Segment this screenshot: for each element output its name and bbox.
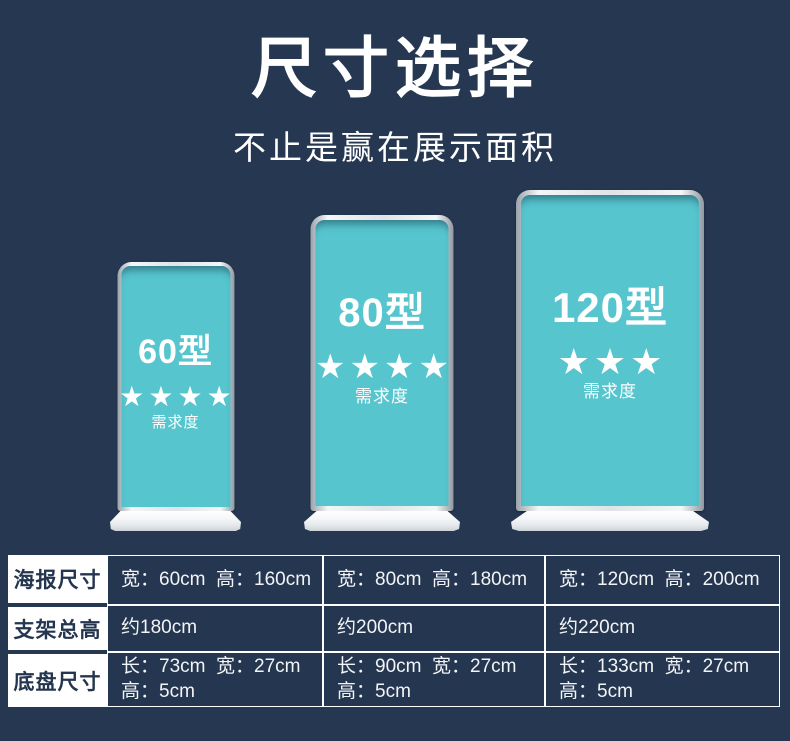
spec-cell-base-size-120: 长：133cm 宽：27cm 高：5cm bbox=[545, 652, 780, 707]
demand-label: 需求度 bbox=[151, 414, 200, 431]
spec-cell-total-height-60: 约180cm bbox=[107, 605, 323, 652]
spec-cell-total-height-120: 约220cm bbox=[545, 605, 780, 652]
row-header-base-size: 底盘尺寸 bbox=[8, 652, 107, 707]
demand-label: 需求度 bbox=[583, 382, 637, 401]
stand-base bbox=[511, 511, 709, 531]
stand-60: 60型 ★★★★ 需求度 bbox=[110, 262, 241, 531]
spec-cell-poster-size-60: 宽：60cm 高：160cm bbox=[107, 555, 323, 605]
demand-label: 需求度 bbox=[355, 387, 409, 406]
model-label: 60型 bbox=[138, 333, 213, 371]
stand-80: 80型 ★★★★ 需求度 bbox=[304, 215, 460, 531]
spec-cell-total-height-80: 约200cm bbox=[323, 605, 545, 652]
poster-60: 60型 ★★★★ 需求度 bbox=[119, 266, 232, 507]
spec-cell-poster-size-120: 宽：120cm 高：200cm bbox=[545, 555, 780, 605]
stand-frame: 80型 ★★★★ 需求度 bbox=[310, 215, 454, 511]
spec-cell-poster-size-80: 宽：80cm 高：180cm bbox=[323, 555, 545, 605]
model-label: 80型 bbox=[338, 291, 426, 335]
page-subtitle: 不止是赢在展示面积 bbox=[233, 129, 557, 166]
row-header-poster-size: 海报尺寸 bbox=[8, 555, 107, 605]
star-rating-icon: ★★★★ bbox=[119, 381, 236, 412]
stand-base bbox=[110, 511, 241, 531]
star-rating-icon: ★★★ bbox=[557, 341, 667, 382]
poster-80: 80型 ★★★★ 需求度 bbox=[315, 220, 449, 506]
page-title: 尺寸选择 bbox=[251, 31, 539, 105]
spec-cell-base-size-80: 长：90cm 宽：27cm 高：5cm bbox=[323, 652, 545, 707]
spec-cell-base-size-60: 长：73cm 宽：27cm 高：5cm bbox=[107, 652, 323, 707]
star-rating-icon: ★★★★ bbox=[315, 348, 453, 386]
row-header-total-height: 支架总高 bbox=[8, 605, 107, 652]
stand-120: 120型 ★★★ 需求度 bbox=[511, 190, 709, 531]
stand-frame: 120型 ★★★ 需求度 bbox=[516, 190, 704, 511]
spec-table: 海报尺寸 宽：60cm 高：160cm 宽：80cm 高：180cm 宽：120… bbox=[8, 555, 780, 707]
stand-frame: 60型 ★★★★ 需求度 bbox=[117, 262, 234, 511]
poster-120: 120型 ★★★ 需求度 bbox=[521, 195, 699, 506]
model-label: 120型 bbox=[551, 284, 669, 331]
stand-base bbox=[304, 511, 460, 531]
